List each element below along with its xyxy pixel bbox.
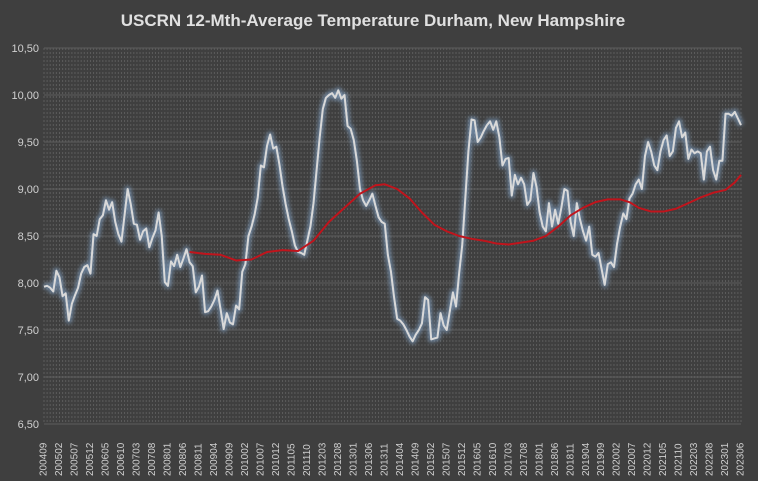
x-tick-label: 200610 xyxy=(116,442,127,476)
x-tick-label: 200502 xyxy=(54,442,65,476)
x-tick-label: 201904 xyxy=(581,442,592,476)
x-tick-label: 200512 xyxy=(85,442,96,476)
x-tick-label: 201909 xyxy=(596,442,607,476)
x-tick-label: 200801 xyxy=(163,442,174,476)
x-tick-label: 201409 xyxy=(410,442,421,476)
x-tick-label: 202306 xyxy=(736,442,747,476)
x-tick-label: 201605 xyxy=(472,442,483,476)
x-tick-label: 201002 xyxy=(240,442,251,476)
y-tick-label: 8,50 xyxy=(18,231,39,243)
x-tick-label: 201203 xyxy=(317,442,328,476)
series-trend-line xyxy=(189,174,742,262)
x-tick-label: 200806 xyxy=(178,442,189,476)
x-tick-label: 201507 xyxy=(441,442,452,476)
x-tick-label: 201208 xyxy=(333,442,344,476)
x-tick-label: 202105 xyxy=(658,442,669,476)
x-tick-label: 201502 xyxy=(426,442,437,476)
series-12mth-line xyxy=(43,89,742,343)
x-tick-label: 202007 xyxy=(627,442,638,476)
x-tick-label: 201306 xyxy=(364,442,375,476)
x-tick-label: 201012 xyxy=(271,442,282,476)
y-tick-label: 10,00 xyxy=(11,90,39,102)
x-tick-label: 201512 xyxy=(457,442,468,476)
y-tick-label: 10,50 xyxy=(11,43,39,55)
x-tick-label: 200409 xyxy=(39,442,50,476)
y-tick-label: 8,00 xyxy=(18,278,39,290)
x-tick-label: 201301 xyxy=(348,442,359,476)
x-tick-label: 201806 xyxy=(550,442,561,476)
x-axis-tick-labels: 200409 200502 200507 200512 200605 200610 2007… xyxy=(39,442,747,476)
x-tick-label: 202301 xyxy=(720,442,731,476)
y-tick-label: 9,00 xyxy=(18,184,39,196)
x-tick-label: 202002 xyxy=(612,442,623,476)
y-axis-tick-labels: 6,50 7,00 7,50 8,00 8,50 9,00 9,50 10,00 10,50 xyxy=(11,43,39,431)
x-tick-label: 202110 xyxy=(674,443,685,476)
x-tick-label: 201801 xyxy=(534,442,545,476)
x-tick-label: 201703 xyxy=(503,442,514,476)
x-tick-label: 200811 xyxy=(194,443,205,476)
x-tick-label: 201311 xyxy=(379,443,390,476)
x-tick-label: 201708 xyxy=(519,442,530,476)
y-tick-label: 7,50 xyxy=(18,325,39,337)
x-tick-label: 201404 xyxy=(395,442,406,476)
x-tick-label: 202203 xyxy=(689,442,700,476)
x-tick-label: 201811 xyxy=(565,443,576,476)
horizontal-gridlines xyxy=(44,47,741,425)
x-tick-label: 200909 xyxy=(225,442,236,476)
chart-title: USCRN 12-Mth-Average Temperature Durham,… xyxy=(121,11,625,30)
x-tick-label: 201610 xyxy=(488,442,499,476)
x-tick-label: 202012 xyxy=(643,442,654,476)
series-12mth-glow xyxy=(43,87,744,345)
x-tick-label: 200904 xyxy=(209,442,220,476)
x-tick-label: 201110 xyxy=(302,444,313,476)
x-tick-label: 201105 xyxy=(286,443,297,476)
y-tick-label: 7,00 xyxy=(18,372,39,384)
y-tick-label: 6,50 xyxy=(18,419,39,431)
x-tick-label: 201007 xyxy=(255,442,266,476)
x-tick-label: 202208 xyxy=(705,442,716,476)
y-tick-label: 9,50 xyxy=(18,137,39,149)
x-tick-label: 200708 xyxy=(147,442,158,476)
x-tick-label: 200507 xyxy=(70,442,81,476)
x-tick-label: 200703 xyxy=(132,442,143,476)
series-layer xyxy=(43,87,744,345)
x-tick-label: 200605 xyxy=(101,442,112,476)
